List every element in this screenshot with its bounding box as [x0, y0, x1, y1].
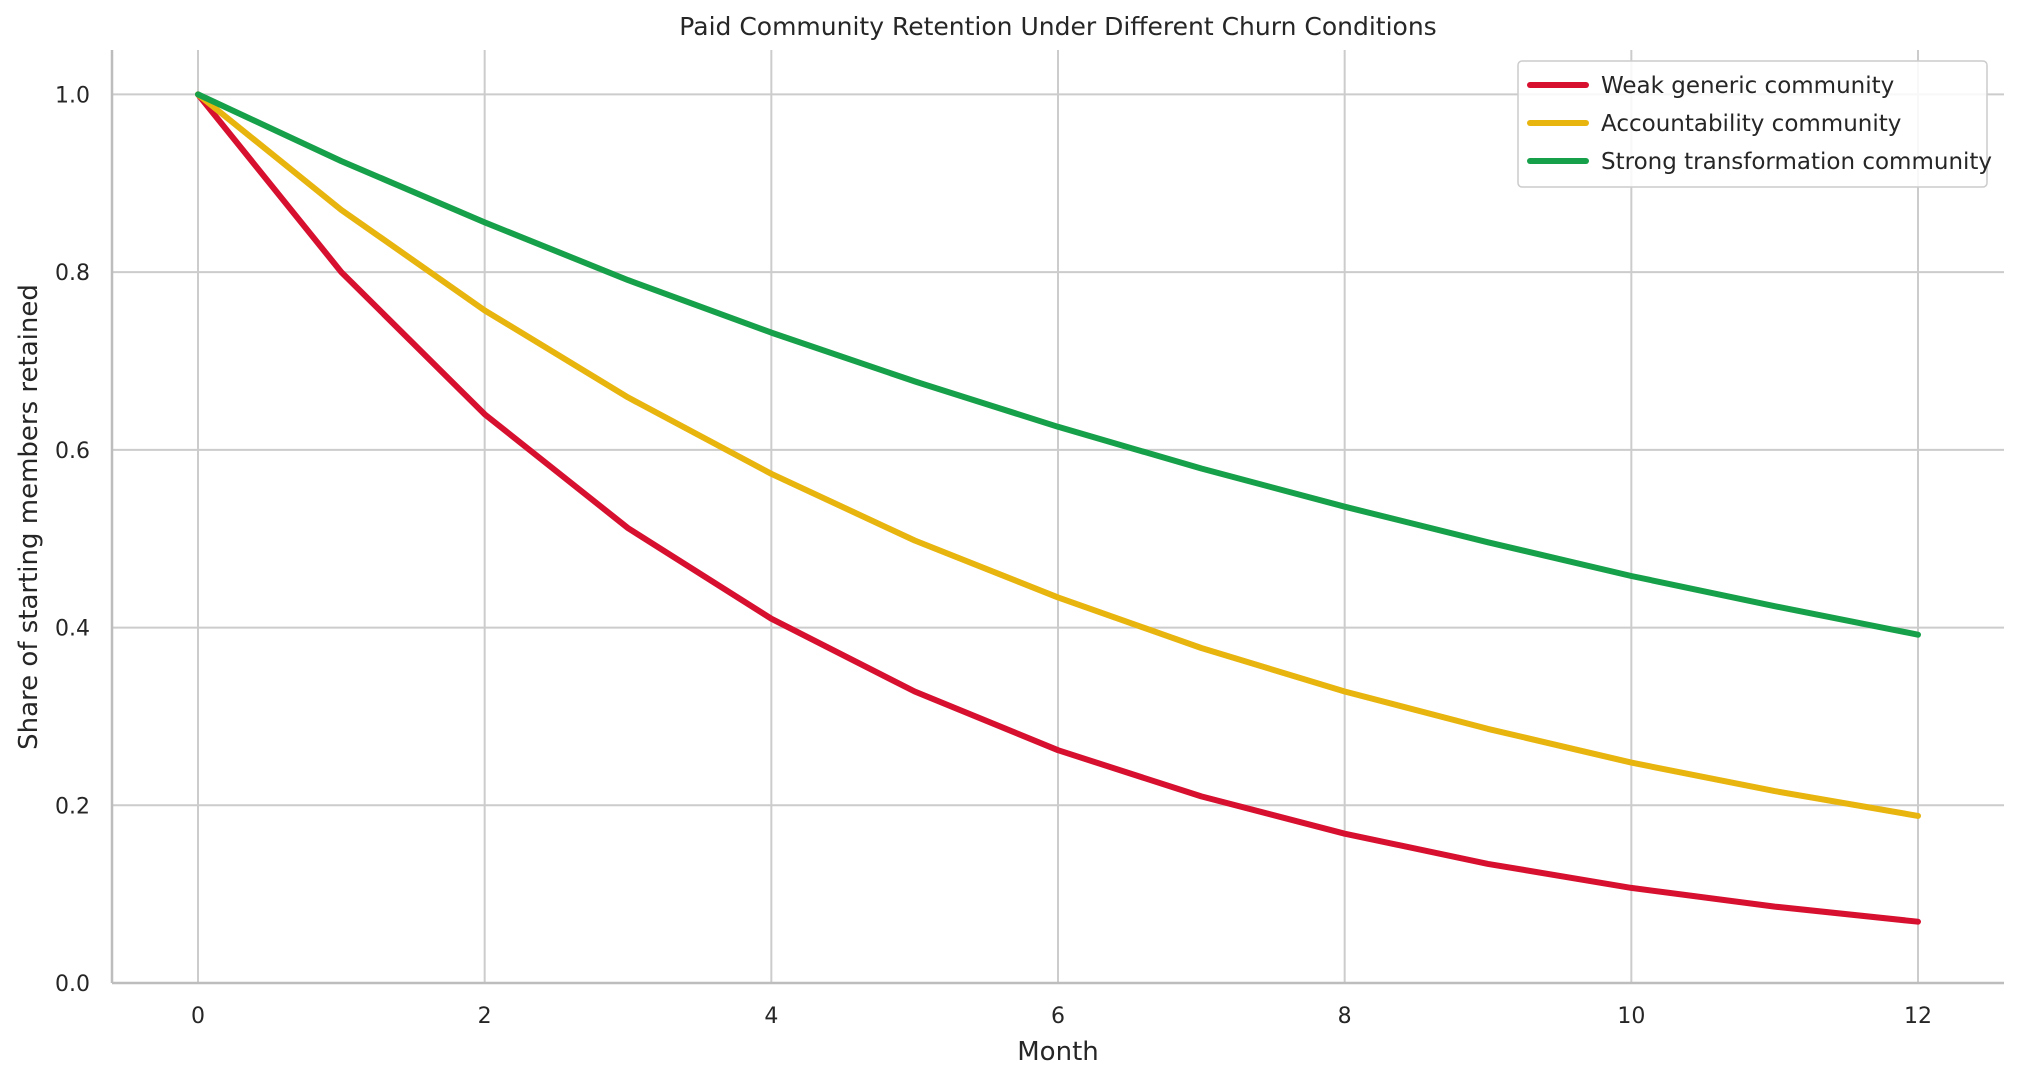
y-tick-label: 0.2: [55, 794, 90, 819]
legend-label-3: Strong transformation community: [1601, 149, 1992, 175]
series-lines: [195, 91, 1921, 925]
legend: Weak generic community Accountability com…: [1517, 60, 1992, 188]
legend-label-2: Accountability community: [1601, 111, 1901, 137]
y-tick-label: 0.6: [55, 439, 90, 464]
x-tick-label: 2: [478, 1004, 492, 1029]
chart-title: Paid Community Retention Under Different…: [679, 12, 1436, 41]
x-tick-label: 8: [1338, 1004, 1352, 1029]
y-axis-ticks: 0.0 0.2 0.4 0.6 0.8 1.0: [55, 83, 90, 997]
axes-spines: [110, 50, 2004, 985]
legend-box: [1517, 60, 1988, 188]
y-tick-label: 1.0: [55, 83, 90, 108]
x-tick-label: 4: [764, 1004, 778, 1029]
x-tick-label: 0: [191, 1004, 205, 1029]
series-line-3: [195, 91, 1921, 638]
y-tick-label: 0.4: [55, 617, 90, 642]
grid: [112, 50, 2004, 984]
x-axis-ticks: 0 2 4 6 8 10 12: [191, 1004, 1932, 1029]
x-axis-label: Month: [1017, 1037, 1099, 1067]
series-line-2: [195, 91, 1921, 819]
y-tick-label: 0.0: [55, 972, 90, 997]
legend-label-1: Weak generic community: [1601, 73, 1894, 99]
x-tick-label: 12: [1904, 1004, 1932, 1029]
x-tick-label: 6: [1051, 1004, 1065, 1029]
x-tick-label: 10: [1617, 1004, 1645, 1029]
series-line-1: [195, 91, 1921, 925]
y-axis-label: Share of starting members retained: [14, 284, 44, 750]
y-tick-label: 0.8: [55, 261, 90, 286]
